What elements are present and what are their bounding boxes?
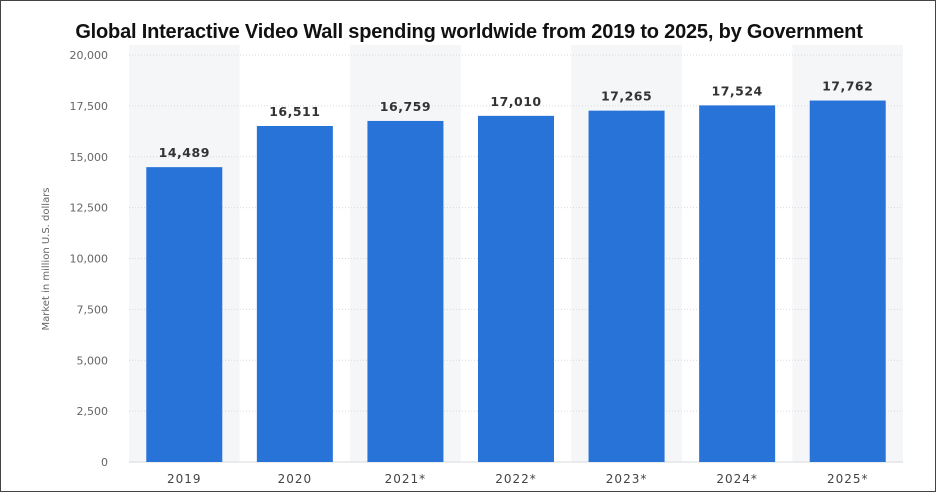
data-label: 17,010 — [490, 94, 541, 109]
x-tick-label: 2021* — [385, 472, 427, 486]
y-tick-label: 7,500 — [77, 303, 109, 316]
x-tick-label: 2020 — [278, 472, 313, 486]
data-label: 17,265 — [601, 89, 652, 104]
x-axis-ticks: 2019 2020 2021* 2022* 2023* 2024* 2025* — [167, 472, 869, 486]
data-label: 14,489 — [159, 145, 210, 160]
bar — [146, 167, 223, 462]
y-tick-label: 0 — [101, 456, 108, 469]
data-label: 17,524 — [712, 83, 763, 98]
y-tick-label: 5,000 — [77, 354, 109, 367]
data-label: 16,511 — [269, 104, 320, 119]
x-tick-label: 2022* — [495, 472, 537, 486]
bar — [478, 115, 554, 462]
data-label: 16,759 — [380, 99, 431, 114]
bars — [146, 100, 886, 463]
bar — [367, 120, 444, 463]
x-tick-label: 2019 — [167, 472, 202, 486]
x-tick-label: 2025* — [827, 472, 869, 486]
y-tick-label: 15,000 — [70, 151, 109, 164]
bar — [588, 110, 665, 462]
data-labels: 14,489 16,511 16,759 17,010 17,265 17,524 17,7… — [159, 79, 873, 161]
bar — [809, 100, 886, 462]
y-tick-label: 10,000 — [70, 253, 109, 266]
y-tick-label: 2,500 — [77, 405, 109, 418]
bar — [699, 105, 776, 462]
y-tick-label: 20,000 — [70, 49, 109, 62]
x-tick-label: 2024* — [716, 472, 758, 486]
y-axis-title: Market in million U.S. dollars — [41, 187, 52, 330]
bar — [256, 126, 333, 462]
data-label: 17,762 — [822, 79, 873, 94]
y-tick-label: 12,500 — [70, 202, 109, 215]
y-axis-ticks: 0 2,500 5,000 7,500 10,000 12,500 15,000 17,500… — [70, 49, 109, 469]
x-tick-label: 2023* — [606, 472, 648, 486]
y-tick-label: 17,500 — [70, 100, 109, 113]
chart-title: Global Interactive Video Wall spending w… — [75, 21, 863, 43]
